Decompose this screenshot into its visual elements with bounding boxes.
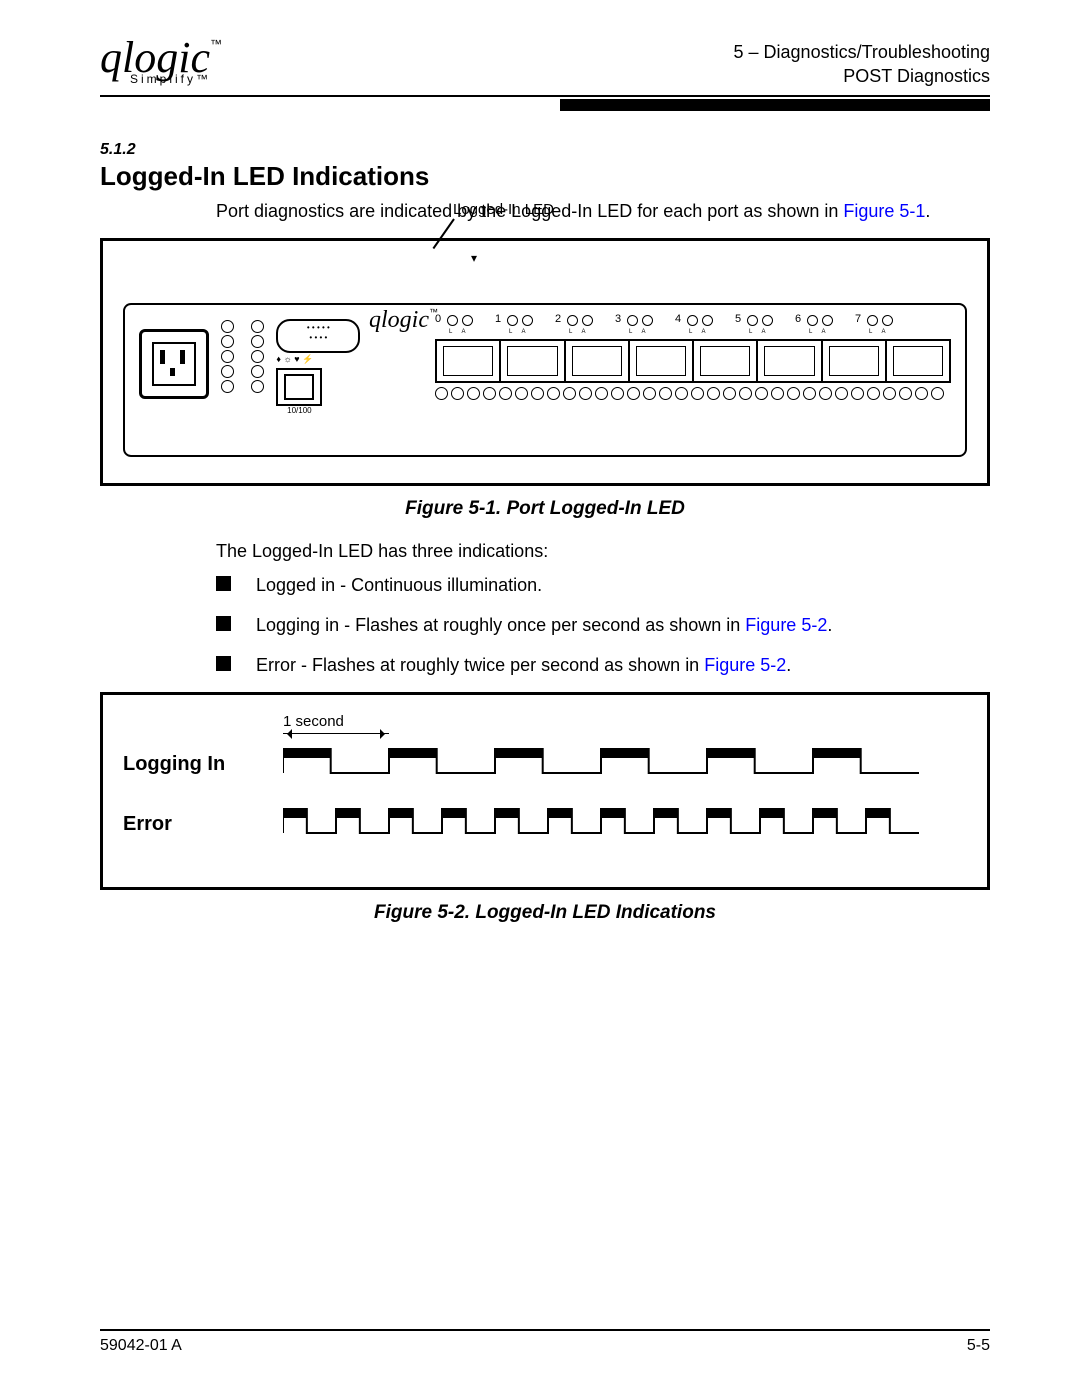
logo-tm: ™ xyxy=(210,37,222,51)
timing-diagram: 1 second Logging In Error xyxy=(123,713,967,873)
port-5 xyxy=(756,341,820,381)
header-line-2: POST Diagnostics xyxy=(734,64,990,88)
callout-arrow: ▾ xyxy=(471,251,477,265)
figure-5-2: 1 second Logging In Error xyxy=(100,692,990,890)
figure-5-1-link[interactable]: Figure 5-1 xyxy=(843,201,925,221)
section-title: Logged-In LED Indications xyxy=(100,161,990,192)
status-leds-2 xyxy=(251,318,264,395)
indication-item: Error - Flashes at roughly twice per sec… xyxy=(216,652,990,678)
logo: qlogic™ Simplify™ xyxy=(100,40,222,85)
port-led-row: 0 L A1 L A2 L A3 L A4 L A5 L A6 L A7 L A xyxy=(435,313,951,335)
figure-5-2-link[interactable]: Figure 5-2 xyxy=(704,655,786,675)
header-rules xyxy=(100,95,990,111)
indication-item: Logging in - Flashes at roughly once per… xyxy=(216,612,990,638)
indication-item: Logged in - Continuous illumination. xyxy=(216,572,990,598)
power-inlet-icon xyxy=(139,329,209,399)
port-led-4: 4 L A xyxy=(675,313,731,335)
status-leds xyxy=(221,318,234,395)
page-footer: 59042-01 A 5-5 xyxy=(100,1329,990,1355)
port-2 xyxy=(564,341,628,381)
footer-right: 5-5 xyxy=(967,1337,990,1355)
indications-lead: The Logged-In LED has three indications: xyxy=(216,538,990,564)
port-4 xyxy=(692,341,756,381)
logging-in-wave xyxy=(283,747,923,777)
indications-block: The Logged-In LED has three indications:… xyxy=(216,538,990,678)
port-0 xyxy=(435,341,499,381)
panel-logo: qlogic™ xyxy=(369,307,438,334)
intro-b: . xyxy=(925,201,930,221)
header-text: 5 – Diagnostics/Troubleshooting POST Dia… xyxy=(734,40,990,89)
page-header: qlogic™ Simplify™ 5 – Diagnostics/Troubl… xyxy=(100,40,990,89)
figure-5-2-link[interactable]: Figure 5-2 xyxy=(745,615,827,635)
error-label: Error xyxy=(123,813,172,836)
logo-sub: Simplify™ xyxy=(130,75,222,85)
led-callout: Logged-In LED xyxy=(453,201,554,218)
device-panel: ♦ ☼ ♥ ⚡ 10/100 qlogic™ 0 L A1 L A2 L A3 … xyxy=(123,303,967,457)
section-number: 5.1.2 xyxy=(100,141,990,159)
port-led-1: 1 L A xyxy=(495,313,551,335)
figure-5-1-caption: Figure 5-1. Port Logged-In LED xyxy=(100,498,990,520)
port-7 xyxy=(885,341,951,381)
logging-in-label: Logging In xyxy=(123,753,225,776)
header-line-1: 5 – Diagnostics/Troubleshooting xyxy=(734,40,990,64)
indications-list: Logged in - Continuous illumination. Logg… xyxy=(216,572,990,678)
one-second-arrow xyxy=(283,733,389,735)
page: qlogic™ Simplify™ 5 – Diagnostics/Troubl… xyxy=(0,0,1080,1397)
port-led-6: 6 L A xyxy=(795,313,851,335)
port-led-0: 0 L A xyxy=(435,313,491,335)
port-led-5: 5 L A xyxy=(735,313,791,335)
port-6 xyxy=(821,341,885,381)
port-led-3: 3 L A xyxy=(615,313,671,335)
error-wave xyxy=(283,807,923,837)
footer-left: 59042-01 A xyxy=(100,1337,182,1355)
port-3 xyxy=(628,341,692,381)
rj-label: 10/100 xyxy=(276,406,322,415)
one-second-label: 1 second xyxy=(283,713,344,730)
port-strip xyxy=(435,339,951,383)
figure-5-2-caption: Figure 5-2. Logged-In LED Indications xyxy=(100,902,990,924)
port-led-2: 2 L A xyxy=(555,313,611,335)
port-1 xyxy=(499,341,563,381)
rj45-port-icon xyxy=(276,368,322,406)
port-led-7: 7 L A xyxy=(855,313,911,335)
serial-port-icon xyxy=(276,319,360,353)
figure-5-1: Logged-In LED ▾ ♦ ☼ ♥ ⚡ 10/100 qlogic™ 0… xyxy=(100,238,990,486)
intro-para: Port diagnostics are indicated by the Lo… xyxy=(216,198,990,224)
vent-row-bottom xyxy=(435,387,951,400)
